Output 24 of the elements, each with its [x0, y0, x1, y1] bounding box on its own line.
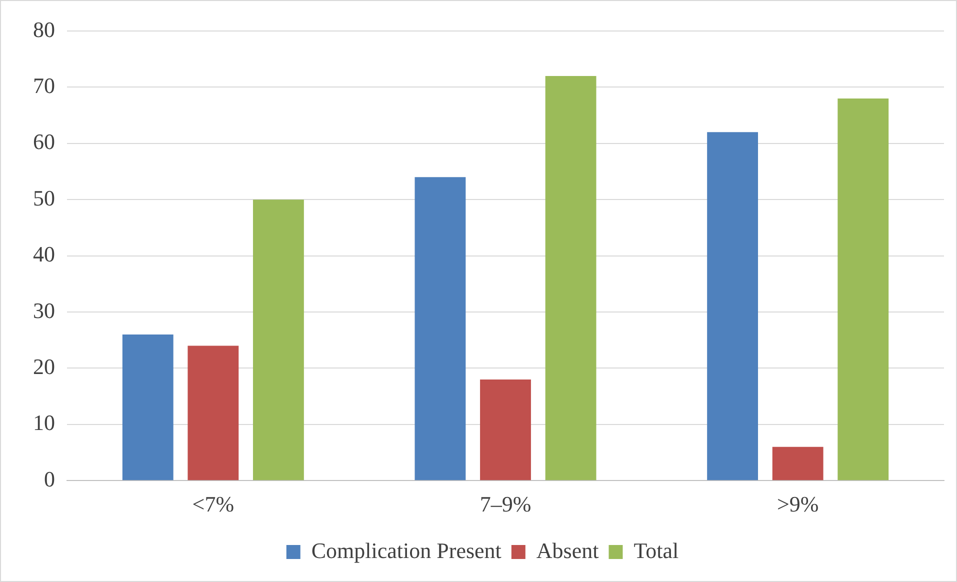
bar — [707, 132, 758, 480]
y-tick-label: 50 — [33, 185, 55, 210]
bar — [772, 446, 824, 480]
legend-label: Complication Present — [311, 538, 502, 563]
legend-label: Absent — [536, 538, 599, 563]
bar — [188, 346, 239, 480]
y-tick-label: 60 — [33, 129, 55, 154]
y-tick-label: 20 — [33, 354, 55, 379]
bar — [252, 200, 304, 480]
y-tick-label: 70 — [33, 72, 55, 98]
y-tick-label: 0 — [44, 466, 55, 492]
y-tick-label: 30 — [33, 298, 55, 323]
x-tick-label: <7% — [192, 492, 234, 517]
bar — [545, 76, 596, 480]
y-tick-label: 80 — [33, 16, 55, 42]
x-tick-label: 7–9% — [480, 492, 532, 517]
x-tick-label: >9% — [776, 492, 819, 517]
legend-label: Total — [634, 538, 679, 563]
bar — [838, 98, 889, 480]
y-tick-label: 40 — [33, 242, 55, 267]
bar — [480, 379, 531, 480]
bar — [122, 334, 174, 480]
bar — [414, 177, 466, 480]
y-tick-label: 10 — [33, 410, 55, 436]
